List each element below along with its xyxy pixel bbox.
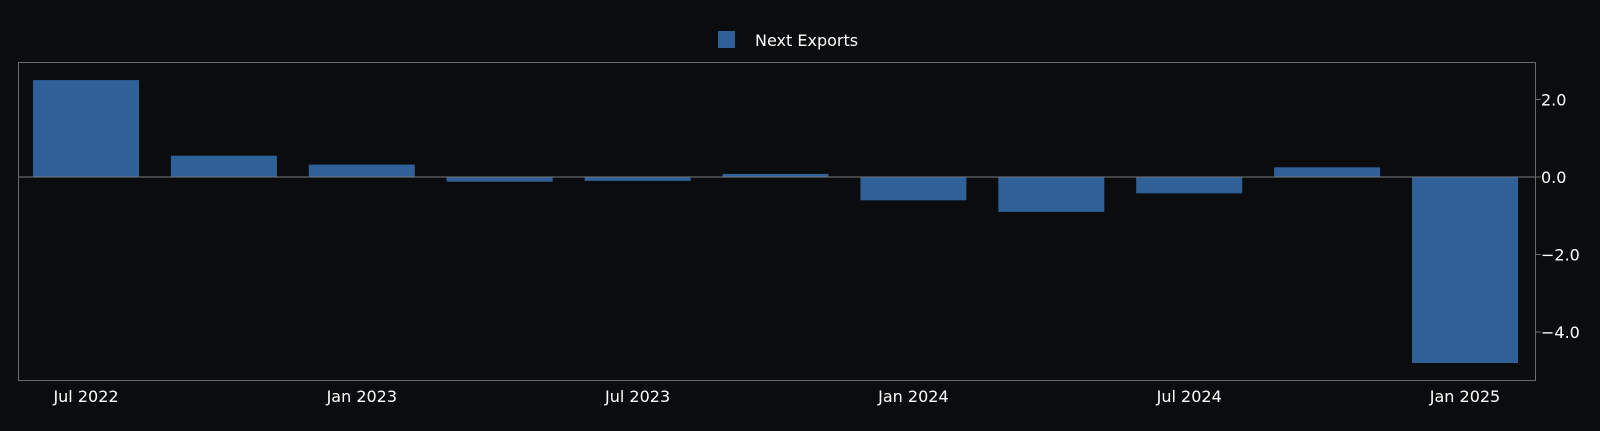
x-axis: Jul 2022 Jan 2023 Jul 2023 Jan 2024 Jul 2024… (52, 387, 1500, 406)
y-tick-label: −4.0 (1541, 323, 1580, 342)
bar-jul-2023[interactable] (584, 177, 691, 181)
bar-oct-2022[interactable] (170, 155, 277, 177)
legend-label: Next Exports (755, 31, 858, 50)
bar-oct-2023[interactable] (722, 173, 829, 177)
y-axis: 2.0 0.0 −2.0 −4.0 (1536, 91, 1580, 342)
x-tick-label: Jan 2023 (326, 387, 397, 406)
bar-jul-2024[interactable] (1136, 177, 1243, 194)
x-tick-label: Jan 2024 (877, 387, 948, 406)
bars-layer (33, 80, 1518, 363)
bar-jan-2023[interactable] (308, 164, 415, 177)
bar-apr-2023[interactable] (446, 177, 553, 182)
x-tick-label: Jul 2023 (604, 387, 670, 406)
bar-jul-2022[interactable] (33, 80, 139, 177)
x-tick-label: Jul 2024 (1156, 387, 1222, 406)
x-tick-label: Jan 2025 (1429, 387, 1500, 406)
bar-oct-2024[interactable] (1274, 167, 1381, 177)
bar-jan-2024[interactable] (860, 177, 967, 201)
y-tick-label: 2.0 (1541, 91, 1566, 110)
y-tick-label: 0.0 (1541, 168, 1566, 187)
plot-area-border (18, 62, 1536, 381)
bar-apr-2024[interactable] (998, 177, 1105, 212)
bar-jan-2025[interactable] (1412, 177, 1518, 363)
legend[interactable]: Next Exports (718, 31, 858, 50)
y-tick-label: −2.0 (1541, 246, 1580, 265)
legend-swatch (718, 31, 735, 48)
x-tick-label: Jul 2022 (52, 387, 118, 406)
